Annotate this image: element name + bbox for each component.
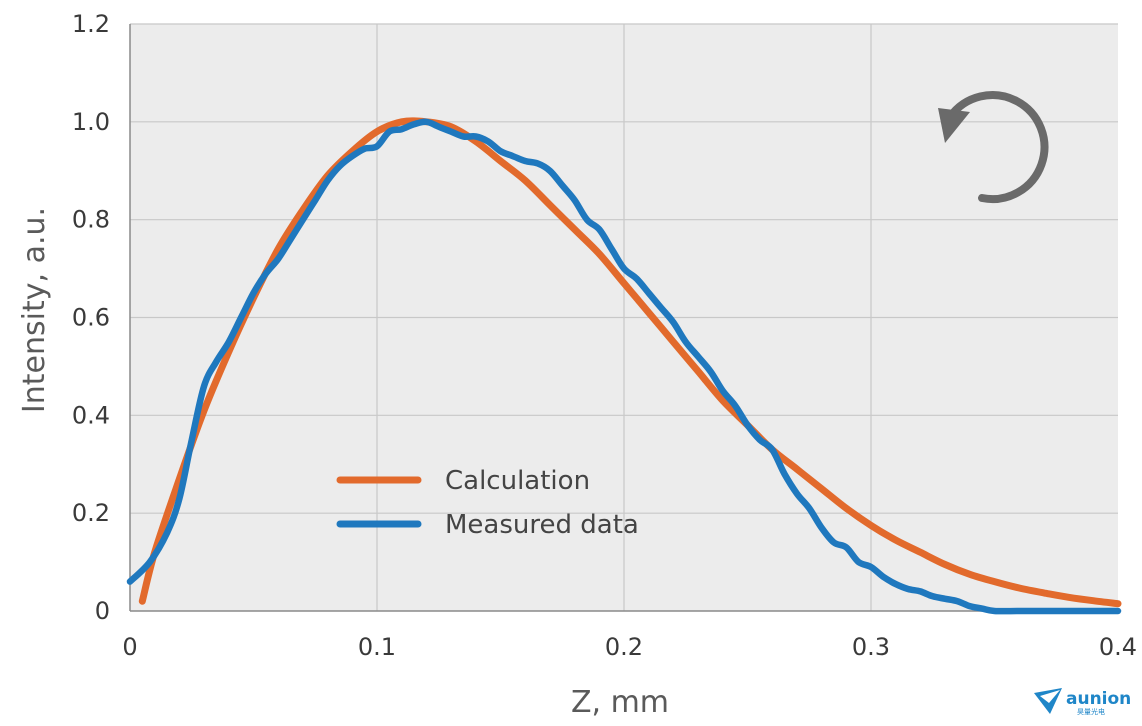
- aunion-logo: aunion 昊量光电: [1034, 688, 1131, 716]
- y-tick-label: 1.2: [72, 10, 110, 38]
- y-tick-label: 0.4: [72, 401, 110, 429]
- y-tick-label: 0: [95, 597, 110, 625]
- y-tick-label: 0.8: [72, 206, 110, 234]
- x-tick-label: 0: [122, 633, 137, 661]
- calculation-line: [138, 117, 1122, 608]
- y-axis-label: Intensity, a.u.: [17, 207, 52, 413]
- x-tick-label: 0.4: [1099, 633, 1137, 661]
- axes: [129, 24, 1118, 612]
- x-tick-label: 0.1: [358, 633, 396, 661]
- y-tick-label: 0.6: [72, 304, 110, 332]
- legend: Calculation Measured data: [336, 466, 639, 540]
- tick-labels: 0 0.1 0.2 0.3 0.4 0 0.2 0.4 0.6 0.8 1.0 1.2: [72, 10, 1137, 661]
- brand-name: aunion: [1066, 689, 1131, 709]
- counterclockwise-arrow-icon: [938, 91, 1049, 204]
- brand-sub: 昊量光电: [1077, 707, 1105, 716]
- measured-data-line: [126, 118, 1122, 615]
- x-axis-label: Z, mm: [571, 685, 669, 720]
- data-series: [126, 117, 1122, 615]
- y-tick-label: 0.2: [72, 499, 110, 527]
- y-tick-label: 1.0: [72, 108, 110, 136]
- legend-label-measured: Measured data: [445, 510, 639, 540]
- legend-label-calculation: Calculation: [445, 466, 590, 496]
- x-tick-label: 0.3: [852, 633, 890, 661]
- grid-lines: [130, 23, 1118, 611]
- x-tick-label: 0.2: [605, 633, 643, 661]
